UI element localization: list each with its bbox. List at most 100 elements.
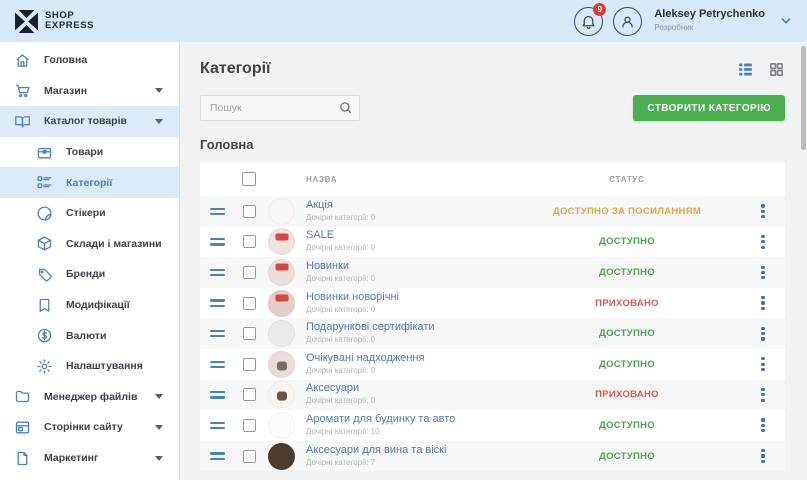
gear-icon (36, 358, 53, 375)
categories-table: НАЗВА СТАТУС Акція Дочірні категорії: 0 ДО… (200, 162, 785, 472)
section-title: Головна (200, 137, 254, 152)
category-thumbnail (268, 381, 295, 409)
notification-badge: 9 (593, 2, 607, 16)
bell-icon (580, 13, 597, 30)
chevron-down-icon[interactable] (779, 14, 793, 28)
drag-handle-icon[interactable] (209, 421, 225, 430)
kebab-menu-icon[interactable] (757, 200, 768, 222)
kebab-menu-icon[interactable] (757, 262, 768, 284)
category-name-link[interactable]: Подарункові сертифікати (306, 321, 435, 334)
sidebar-item-home[interactable]: Головна (0, 45, 179, 76)
category-name-link[interactable]: Аксесуари для вина та віскі (306, 443, 447, 456)
sidebar-item-label: Модифікації (66, 299, 130, 312)
sidebar-item-files[interactable]: Менеджер файлів (0, 382, 179, 413)
table-row: Подарункові сертифікати Дочірні категорії… (200, 318, 785, 349)
kebab-menu-icon[interactable] (757, 353, 768, 375)
row-checkbox[interactable] (242, 235, 256, 249)
kebab-menu-icon[interactable] (757, 323, 768, 345)
sticker-icon (36, 205, 53, 222)
create-category-button[interactable]: СТВОРИТИ КАТЕГОРІЮ (633, 95, 785, 121)
view-toggles (737, 61, 785, 78)
sidebar-item-modifications[interactable]: Модифікації (0, 290, 179, 321)
sidebar-item-shop[interactable]: Магазин (0, 76, 179, 107)
drag-handle-icon[interactable] (209, 329, 225, 338)
sidebar-item-label: Магазин (44, 84, 88, 97)
child-categories-count: Дочірні категорії: 7 (306, 457, 376, 467)
shop-express-logo[interactable]: SHOP EXPRESS (14, 9, 94, 34)
kebab-menu-icon[interactable] (757, 231, 768, 253)
sidebar-item-currencies[interactable]: Валюти (0, 320, 179, 351)
categories-list-icon (36, 174, 53, 191)
row-checkbox[interactable] (242, 265, 256, 279)
category-name-link[interactable]: Акція (306, 198, 333, 211)
content-header: Категорії (200, 60, 785, 78)
user-info[interactable]: Aleksey Petrychenko Розробник (654, 9, 765, 33)
kebab-menu-icon[interactable] (757, 414, 768, 436)
chevron-down-icon (155, 118, 163, 124)
sidebar-item-brands[interactable]: Бренди (0, 259, 179, 290)
drag-handle-icon[interactable] (209, 238, 225, 246)
package-cube-icon (36, 235, 53, 252)
kebab-menu-icon[interactable] (757, 445, 768, 467)
user-avatar[interactable] (613, 6, 643, 36)
row-checkbox[interactable] (242, 327, 256, 341)
notifications-button[interactable]: 9 (574, 2, 607, 36)
category-name-link[interactable]: Новинки новорічні (306, 290, 399, 303)
row-checkbox[interactable] (242, 418, 256, 432)
home-icon (14, 52, 31, 69)
page-scrollbar[interactable] (801, 46, 806, 150)
row-checkbox[interactable] (242, 388, 256, 402)
chevron-down-icon (155, 455, 163, 461)
drag-handle-icon[interactable] (209, 207, 225, 215)
category-thumbnail (268, 228, 295, 256)
drag-handle-icon[interactable] (209, 360, 225, 368)
sidebar-item-pages[interactable]: Сторінки сайту (0, 412, 179, 443)
row-checkbox[interactable] (242, 449, 256, 463)
category-thumbnail (268, 258, 295, 286)
sidebar-item-catalog[interactable]: Каталог товарів (0, 106, 179, 137)
category-name-link[interactable]: Аксесуари (306, 382, 360, 395)
status-badge: ДОСТУПНО (599, 358, 655, 370)
category-name-link[interactable]: Новинки (306, 259, 350, 272)
kebab-menu-icon[interactable] (757, 384, 768, 406)
sidebar-item-label: Каталог товарів (44, 115, 127, 128)
grid-view-icon[interactable] (768, 61, 785, 78)
top-header: SHOP EXPRESS 9 (0, 0, 807, 42)
chevron-down-icon (155, 88, 163, 94)
sidebar-item-settings[interactable]: Налаштування (0, 351, 179, 382)
cart-icon (14, 82, 31, 99)
drag-handle-icon[interactable] (209, 299, 225, 307)
select-all-checkbox[interactable] (242, 172, 256, 186)
drag-handle-icon[interactable] (209, 268, 225, 277)
sidebar-item-marketing[interactable]: Маркетинг (0, 443, 179, 474)
category-name-link[interactable]: Аромати для будинку та авто (306, 412, 456, 425)
search-input[interactable] (200, 95, 360, 121)
column-header-status: СТАТУС (609, 174, 645, 184)
kebab-menu-icon[interactable] (757, 292, 768, 314)
sidebar-item-label: Головна (44, 54, 88, 67)
drag-handle-icon[interactable] (209, 391, 225, 399)
status-badge: ДОСТУПНО (599, 450, 655, 462)
sidebar-item-warehouses[interactable]: Склади і магазини (0, 229, 179, 260)
sidebar-item-label: Сторінки сайту (44, 421, 123, 434)
category-name-link[interactable]: SALE (306, 229, 335, 242)
table-row: Аксесуари для вина та віскі Дочірні катег… (200, 440, 785, 472)
list-view-icon[interactable] (737, 61, 754, 78)
logo-x-icon (14, 9, 39, 34)
row-checkbox[interactable] (242, 357, 256, 371)
sidebar-item-label: Стікери (66, 207, 106, 220)
search-icon (338, 100, 353, 115)
child-categories-count: Дочірні категорії: 10 (306, 426, 380, 436)
row-checkbox[interactable] (242, 296, 256, 310)
row-checkbox[interactable] (242, 204, 256, 218)
sidebar-item-products[interactable]: Товари (0, 137, 179, 168)
drag-handle-icon[interactable] (209, 452, 225, 460)
sidebar-item-categories[interactable]: Категорії (0, 167, 179, 198)
category-thumbnail (268, 197, 295, 225)
status-badge: ДОСТУПНО ЗА ПОСИЛАННЯМ (552, 205, 702, 217)
logo-text: SHOP EXPRESS (45, 10, 95, 31)
category-name-link[interactable]: Очікувані надходження (306, 351, 425, 364)
sidebar-item-stickers[interactable]: Стікери (0, 198, 179, 229)
table-row: Аксесуари Дочірні категорії: 0 ПРИХОВАНО (200, 379, 785, 411)
